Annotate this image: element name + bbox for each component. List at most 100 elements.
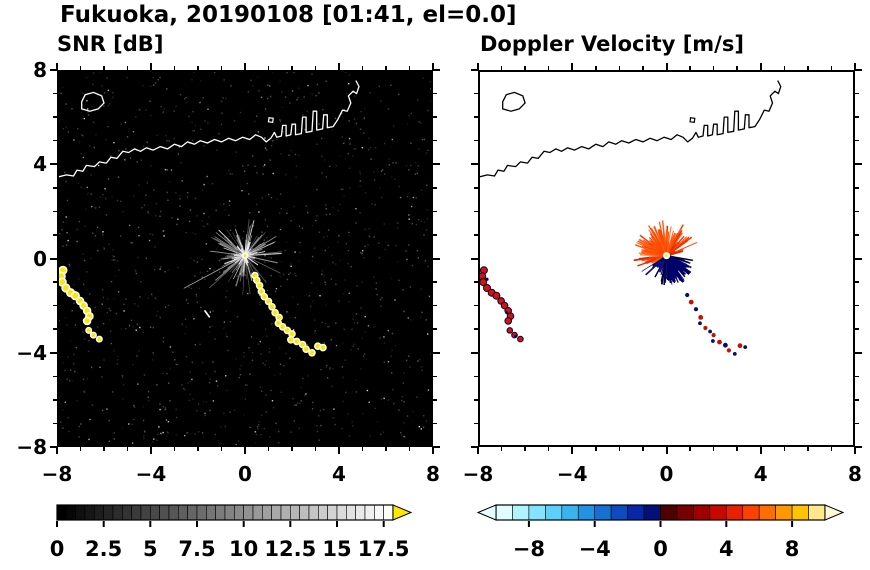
axis-tick [432,63,434,70]
x-tick-label: 8 [848,462,862,486]
coastline-island [502,91,526,112]
axis-tick [474,375,478,377]
axis-tick [618,66,621,70]
colorbar-tick-label: 10 [229,537,259,561]
colorbar-tick-label: 8 [784,537,800,561]
axis-tick [433,328,437,330]
axis-tick [291,66,293,70]
colorbar-tick [289,521,292,527]
axis-tick [855,257,862,260]
axis-tick [220,66,223,70]
coastline-main [57,80,360,178]
axis-tick [477,63,479,70]
axis-tick [855,399,859,401]
axis-tick [433,69,440,71]
colorbar-tick-label: 12.5 [264,537,317,561]
axis-tick [855,234,859,236]
axis-tick [314,447,317,451]
axis-tick [854,447,856,454]
axis-tick [314,66,317,70]
axis-tick [433,304,437,307]
axis-tick [759,447,762,454]
axis-tick [474,281,478,283]
axis-tick [855,446,862,448]
axis-tick [197,447,199,451]
y-tick-label: 4 [33,152,47,177]
axis-tick [474,304,478,307]
figure-title: Fukuoka, 20190108 [01:41, el=0.0] [60,2,517,28]
radar-site-core [665,254,668,258]
axis-tick [855,375,859,377]
axis-tick [173,447,176,451]
colorbar-tick-label: −4 [578,537,611,561]
colorbar-cells [495,504,826,521]
axis-tick [807,447,809,451]
axis-tick [50,351,57,354]
axis-tick [433,92,437,95]
axis-tick [855,163,862,166]
axis-tick [291,447,293,451]
axis-tick [50,69,57,71]
axis-tick [571,447,574,454]
axis-tick [471,446,478,448]
colorbar-tick [56,521,58,527]
colorbar-tick [659,521,662,527]
y-tick-label: 8 [33,58,47,82]
axis-tick [79,66,82,70]
x-tick-label: −4 [556,462,588,486]
axis-tick [433,375,437,377]
axis-tick [244,447,246,454]
doppler-velocity-plot [478,70,855,447]
axis-tick [338,63,340,70]
axis-tick [855,139,859,142]
axis-tick [338,447,340,454]
axis-tick [103,447,105,451]
axis-tick [618,447,621,451]
axis-tick [855,304,859,307]
axis-tick [433,446,440,448]
snr-plot [57,70,433,447]
axis-tick [855,187,859,189]
axis-tick [433,399,437,401]
colorbar-tick-label: 7.5 [178,537,216,561]
axis-tick [665,63,668,70]
axis-tick [103,66,105,70]
axis-tick [855,92,859,95]
axis-tick [53,139,57,142]
colorbar-tick-label: 2.5 [85,537,123,561]
axis-tick [642,447,644,451]
colorbar-tick [382,521,385,527]
axis-tick [783,447,785,451]
plot-frame [57,70,433,447]
axis-tick [471,69,478,71]
axis-tick [855,210,859,213]
axis-tick [855,422,859,425]
colorbar-right-arrow [392,504,413,521]
x-tick-label: 0 [659,462,674,486]
snr-colorbar-canvas [56,504,413,527]
axis-tick [830,447,833,451]
axis-tick [689,66,691,70]
axis-tick [50,163,57,166]
axis-tick [50,446,57,448]
axis-tick [712,66,715,70]
axis-tick [150,63,152,70]
y-tick-label: −4 [16,340,47,365]
coastline-islet [267,117,274,123]
axis-tick [474,92,478,95]
x-tick-label: −8 [41,462,73,486]
axis-tick [197,66,199,70]
radar-site-core [243,254,247,258]
axis-tick [408,66,411,70]
colorbar-tick-label: 4 [718,537,734,561]
axis-tick [855,69,862,71]
axis-tick [736,447,738,451]
axis-tick [712,447,715,451]
axis-tick [53,304,57,307]
axis-tick [524,66,526,70]
axis-tick [385,447,387,451]
axis-tick [433,210,437,213]
axis-tick [433,139,437,142]
coastline-main [478,80,782,178]
axis-tick [855,351,862,354]
